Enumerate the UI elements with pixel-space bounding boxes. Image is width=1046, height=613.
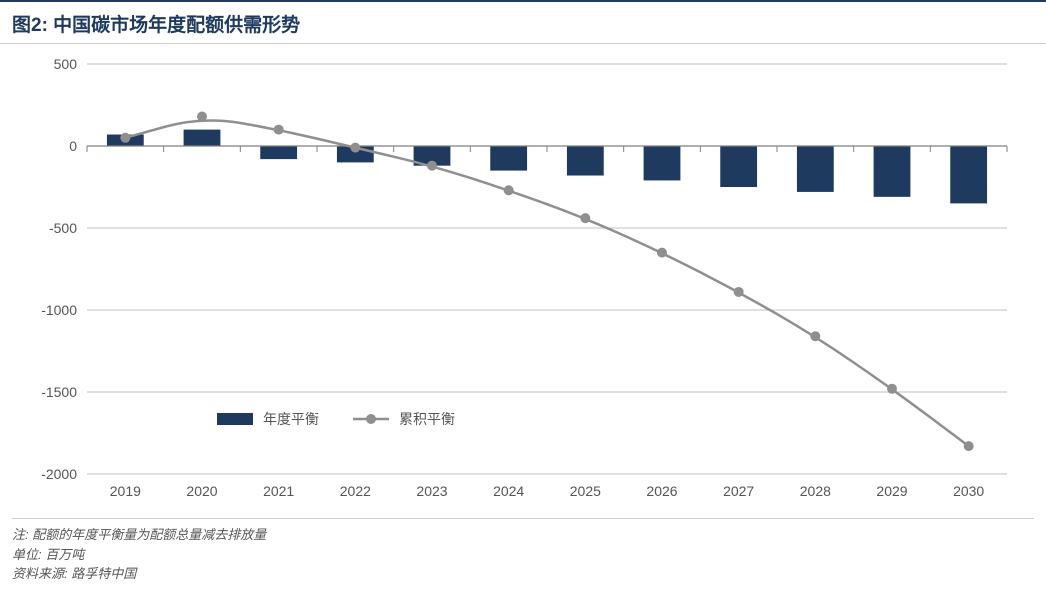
bar <box>490 146 527 171</box>
bar <box>950 146 987 203</box>
x-tick-label: 2020 <box>186 483 217 499</box>
x-tick-label: 2024 <box>493 483 524 499</box>
y-tick-label: -1500 <box>41 384 77 400</box>
chart-container: 500 0 -500 -1000 -1500 -2000 2019 2020 2021 2022 2… <box>12 54 1026 514</box>
chart-footer: 注: 配额的年度平衡量为配额总量减去排放量 单位: 百万吨 资料来源: 路孚特中… <box>12 518 1034 584</box>
footer-unit: 单位: 百万吨 <box>12 545 1034 565</box>
x-tick-label: 2030 <box>953 483 984 499</box>
line-marker <box>197 111 207 121</box>
bar <box>874 146 911 197</box>
line-marker <box>504 185 514 195</box>
y-tick-label: 500 <box>54 56 78 72</box>
line-marker <box>274 125 284 135</box>
x-tick-label: 2026 <box>646 483 677 499</box>
legend-label-line: 累积平衡 <box>399 411 455 427</box>
bar <box>567 146 604 176</box>
x-tick-label: 2027 <box>723 483 754 499</box>
x-tick-label: 2029 <box>876 483 907 499</box>
line-marker <box>350 143 360 153</box>
y-tick-label: -1000 <box>41 302 77 318</box>
x-tick-label: 2022 <box>340 483 371 499</box>
line-marker <box>657 248 667 258</box>
bar <box>797 146 834 192</box>
line-marker <box>810 331 820 341</box>
legend-swatch-bar <box>217 413 253 425</box>
line-marker <box>427 161 437 171</box>
x-tick-label: 2023 <box>416 483 447 499</box>
bar <box>720 146 757 187</box>
chart-svg: 500 0 -500 -1000 -1500 -2000 2019 2020 2021 2022 2… <box>12 54 1022 514</box>
bar <box>260 146 297 159</box>
y-tick-label: -500 <box>49 220 77 236</box>
line-marker <box>734 287 744 297</box>
bar <box>184 130 221 146</box>
x-tick-label: 2028 <box>800 483 831 499</box>
y-tick-label: -2000 <box>41 466 77 482</box>
line-marker <box>887 384 897 394</box>
line-marker <box>964 441 974 451</box>
footer-note: 注: 配额的年度平衡量为配额总量减去排放量 <box>12 525 1034 545</box>
bar <box>644 146 681 180</box>
legend-swatch-line-marker <box>366 414 376 424</box>
chart-title: 图2: 中国碳市场年度配额供需形势 <box>12 15 300 36</box>
x-tick-label: 2021 <box>263 483 294 499</box>
footer-source: 资料来源: 路孚特中国 <box>12 564 1034 584</box>
x-tick-label: 2025 <box>570 483 601 499</box>
legend-label-bar: 年度平衡 <box>263 411 319 427</box>
x-tick-label: 2019 <box>110 483 141 499</box>
chart-title-bar: 图2: 中国碳市场年度配额供需形势 <box>0 0 1046 44</box>
y-tick-label: 0 <box>69 138 77 154</box>
line-marker <box>120 133 130 143</box>
line-marker <box>580 213 590 223</box>
line-series <box>125 121 968 447</box>
